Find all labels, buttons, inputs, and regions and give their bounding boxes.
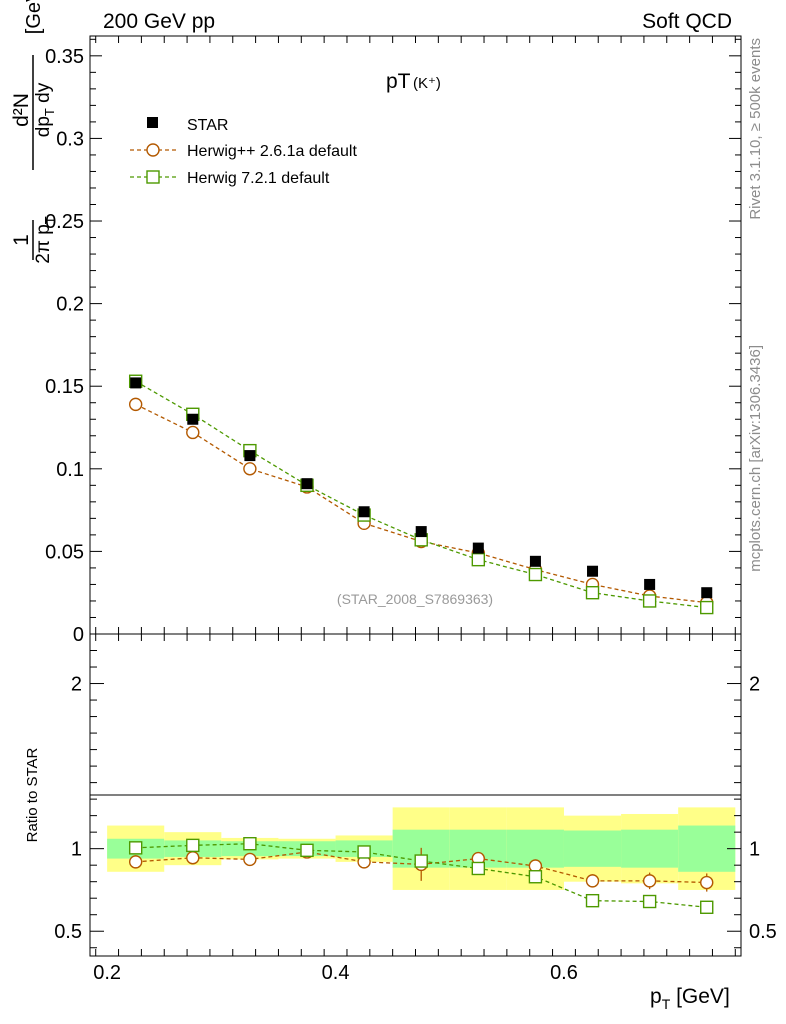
main-star-point [701,587,713,599]
ratio-herwig7-point [700,900,714,914]
main-herwigpp-point [186,425,200,440]
ratio-y-tick-label: 1 [71,839,82,861]
y-label-one: 1 [10,234,33,246]
ratio-herwigpp-point [186,851,200,865]
main-herwigpp-point [243,462,257,476]
x-tick-label: 0.2 [93,962,121,984]
ratio-herwig7-point [243,837,257,851]
ratio-herwig7-point [642,894,657,909]
main-y-tick-label: 0.35 [45,46,84,68]
ratio-herwig7-point [414,854,428,868]
x-axis-label: pT [GeV] [650,985,730,1012]
main-star-point [187,413,199,425]
ratio-herwigpp-point [128,855,143,869]
main-title: pT (K⁺) [386,70,441,93]
ratio-y-tick-label-right: 2 [749,674,760,696]
ratio-stat-uncertainty-band [678,825,736,872]
main-herwig7-point [700,600,714,615]
mcplots-credit-text: mcplots.cern.ch [arXiv:1306.3436] [747,345,764,572]
legend-marker-herwigpp [146,143,160,157]
header-right: Soft QCD [642,10,732,33]
legend-label-star: STAR [187,117,228,134]
main-y-tick-label: 0.2 [56,294,84,316]
rivet-version-text: Rivet 3.1.10, ≥ 500k events [747,38,764,220]
ratio-y-axis-label: Ratio to STAR [24,747,41,842]
main-star-point [644,578,656,590]
ratio-stat-uncertainty-band [621,829,679,868]
main-y-tick-label: 0 [73,624,84,646]
analysis-watermark: (STAR_2008_S7869363) [337,591,493,607]
ratio-herwigpp-point [243,852,257,867]
legend-label-herwigpp: Herwig++ 2.6.1a default [187,143,357,160]
y-label-numerator: d²N [10,93,33,127]
y-label-denominator: dpT dy [33,82,57,137]
main-star-point [472,542,484,554]
ratio-herwig7-point [471,861,486,876]
main-herwigpp-line [135,403,707,604]
main-y-axis-label: 1 2π pT d²N dpT dy [GeV⁻²] [10,0,57,264]
legend: STAR Herwig++ 2.6.1a default Herwig 7.2.… [130,117,357,187]
ratio-stat-uncertainty-band [563,830,622,867]
main-herwig7-point [528,567,543,582]
ratio-herwigpp-point [700,875,714,890]
ratio-herwig7-point [186,838,200,853]
ratio-herwig7-point [128,841,143,855]
y-label-prefix: 2π pT [33,216,57,264]
ratio-data-marks [128,837,714,914]
main-herwig7-point [585,586,600,600]
x-tick-label: 0.6 [550,962,578,984]
y-label-unit: [GeV⁻²] [23,0,45,34]
main-data-marks [128,374,714,615]
main-y-tick-label: 0.1 [56,459,84,481]
main-herwigpp-point [128,397,143,412]
main-herwig7-point [642,594,657,608]
main-title-subscript: (K⁺) [413,75,441,92]
main-star-point [587,565,599,577]
main-title-text: pT [386,70,411,93]
ratio-herwig7-point [300,843,314,858]
main-axes: 0 0.05 0.1 0.15 0.2 0.25 0.3 0.35 [45,36,741,646]
main-y-tick-label: 0.3 [56,128,84,150]
main-star-point [529,555,541,567]
ratio-frame [89,633,742,957]
main-y-tick-label: 0.25 [45,211,84,233]
main-star-point [415,526,427,538]
main-star-point [130,377,142,389]
ratio-herwig7-point [528,870,543,884]
header-left: 200 GeV pp [103,10,215,33]
ratio-herwig7-point [357,845,371,859]
main-star-point [244,450,256,462]
ratio-y-tick-label-right: 0.5 [749,921,777,943]
legend-marker-herwig7 [146,170,160,184]
ratio-axes: 0.2 0.4 0.6 0.5 0.5 1 1 2 2 [54,634,777,984]
ratio-herwigpp-point [642,874,657,888]
legend-marker-star [147,117,158,128]
ratio-panel: 0.2 0.4 0.6 0.5 0.5 1 1 2 2 Ratio to STAR pT [Ge… [24,633,777,1012]
main-herwig7-point [471,552,486,567]
ratio-y-tick-label: 0.5 [54,921,82,943]
x-tick-label: 0.4 [322,962,350,984]
main-herwig7-line [135,380,707,609]
main-star-point [358,506,370,518]
ratio-y-tick-label-right: 1 [749,839,760,861]
legend-label-herwig7: Herwig 7.2.1 default [187,170,330,187]
main-panel: 0 0.05 0.1 0.15 0.2 0.25 0.3 0.35 pT (K⁺) (STAR… [10,0,742,646]
ratio-y-tick-label: 2 [71,674,82,696]
ratio-herwigpp-point [585,874,600,888]
ratio-herwig7-point [585,893,600,908]
main-y-tick-label: 0.15 [45,376,84,398]
main-star-point [301,478,313,490]
main-y-tick-label: 0.05 [45,541,84,563]
